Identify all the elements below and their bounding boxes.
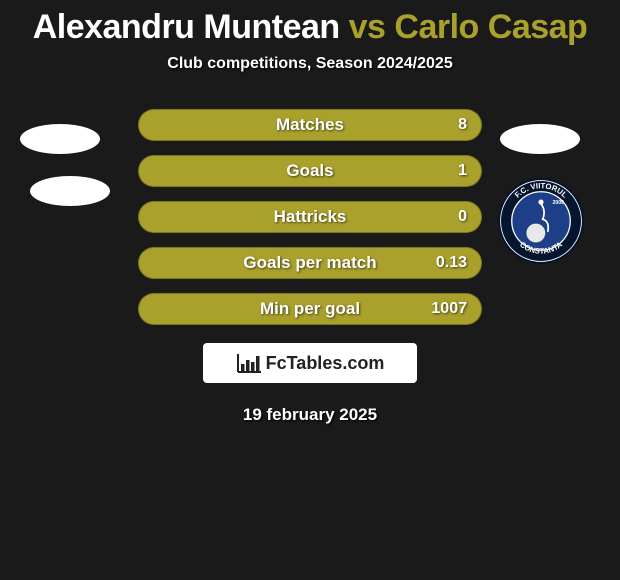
- stat-label: Goals: [286, 161, 333, 181]
- stat-value-right: 8: [458, 116, 467, 134]
- stat-value-right: 1007: [431, 300, 467, 318]
- player2-name: Carlo Casap: [394, 8, 587, 46]
- stat-label: Matches: [276, 115, 344, 135]
- brand-text: FcTables.com: [266, 353, 385, 374]
- snapshot-date: 19 february 2025: [0, 405, 620, 425]
- stat-label: Min per goal: [260, 299, 360, 319]
- avatar-placeholder: [20, 124, 100, 154]
- svg-text:2009: 2009: [552, 200, 564, 206]
- vs-word: vs: [349, 8, 386, 46]
- stat-value-right: 0: [458, 208, 467, 226]
- comparison-title: Alexandru Muntean vs Carlo Casap: [0, 0, 620, 47]
- bar-chart-icon: [236, 352, 262, 374]
- avatar-placeholder: [500, 124, 580, 154]
- avatar-placeholder: [30, 176, 110, 206]
- brand-badge: FcTables.com: [203, 343, 417, 383]
- stat-label: Goals per match: [243, 253, 376, 273]
- stat-row: Hattricks 0: [138, 201, 482, 233]
- stat-value-right: 0.13: [436, 254, 467, 272]
- stat-row: Min per goal 1007: [138, 293, 482, 325]
- stat-row: Goals 1: [138, 155, 482, 187]
- stat-label: Hattricks: [274, 207, 347, 227]
- stat-value-right: 1: [458, 162, 467, 180]
- stat-row: Matches 8: [138, 109, 482, 141]
- stat-row: Goals per match 0.13: [138, 247, 482, 279]
- player1-name: Alexandru Muntean: [33, 8, 340, 46]
- subtitle: Club competitions, Season 2024/2025: [0, 55, 620, 73]
- club-badge: F.C. VIITORULCONSTANTA2009: [498, 178, 584, 264]
